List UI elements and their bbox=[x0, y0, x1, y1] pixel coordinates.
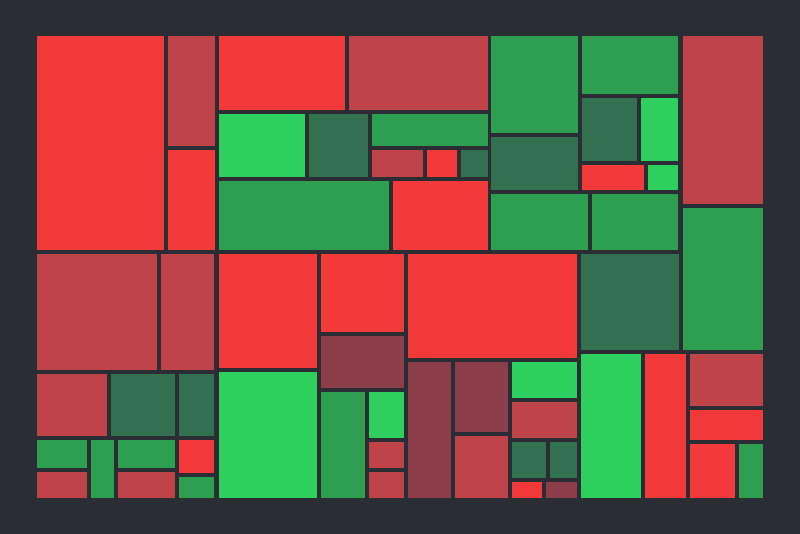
tile bbox=[37, 472, 87, 498]
tile bbox=[179, 374, 214, 436]
tile bbox=[309, 114, 368, 177]
tile bbox=[645, 354, 686, 498]
tile bbox=[408, 362, 451, 498]
tile bbox=[219, 114, 305, 177]
tile bbox=[168, 36, 215, 146]
tile bbox=[168, 150, 215, 250]
tile bbox=[546, 482, 577, 498]
tile bbox=[683, 36, 763, 204]
tile bbox=[461, 150, 488, 177]
tile bbox=[118, 472, 175, 498]
tile bbox=[491, 36, 578, 133]
tile bbox=[683, 208, 763, 350]
tile bbox=[179, 477, 214, 498]
tile bbox=[592, 194, 678, 250]
tile bbox=[491, 137, 578, 190]
tile bbox=[179, 440, 214, 473]
tile bbox=[512, 362, 577, 398]
tile bbox=[512, 482, 542, 498]
tile bbox=[321, 336, 404, 388]
tile bbox=[739, 444, 763, 498]
tile bbox=[690, 410, 763, 440]
tile bbox=[219, 254, 317, 368]
tile bbox=[111, 374, 175, 436]
tile bbox=[372, 150, 423, 177]
tile bbox=[581, 254, 679, 350]
tile bbox=[455, 436, 508, 498]
tile bbox=[219, 372, 317, 498]
tile bbox=[91, 440, 114, 498]
tile bbox=[641, 98, 678, 161]
tile bbox=[369, 472, 404, 498]
tile bbox=[369, 392, 404, 438]
tile bbox=[219, 36, 345, 110]
tile bbox=[372, 114, 488, 146]
tile bbox=[321, 392, 365, 498]
tile bbox=[161, 254, 214, 370]
tile bbox=[37, 254, 157, 370]
tile bbox=[369, 442, 404, 468]
tile bbox=[582, 165, 644, 190]
tile bbox=[427, 150, 457, 177]
tile bbox=[37, 440, 87, 468]
tile bbox=[582, 98, 637, 161]
tile bbox=[393, 181, 488, 250]
tile bbox=[408, 254, 577, 358]
tile bbox=[37, 36, 164, 250]
tile bbox=[37, 374, 107, 436]
tile bbox=[321, 254, 404, 332]
tiles bbox=[37, 36, 763, 498]
tile bbox=[648, 165, 678, 190]
tile bbox=[219, 181, 389, 250]
tile bbox=[550, 442, 577, 478]
tile bbox=[512, 402, 577, 438]
tile bbox=[349, 36, 488, 110]
tile bbox=[118, 440, 175, 468]
tile bbox=[690, 444, 735, 498]
tile bbox=[491, 194, 588, 250]
tile bbox=[455, 362, 508, 432]
tile bbox=[582, 36, 678, 94]
tile bbox=[512, 442, 546, 478]
tile bbox=[581, 354, 641, 498]
tile bbox=[690, 354, 763, 406]
